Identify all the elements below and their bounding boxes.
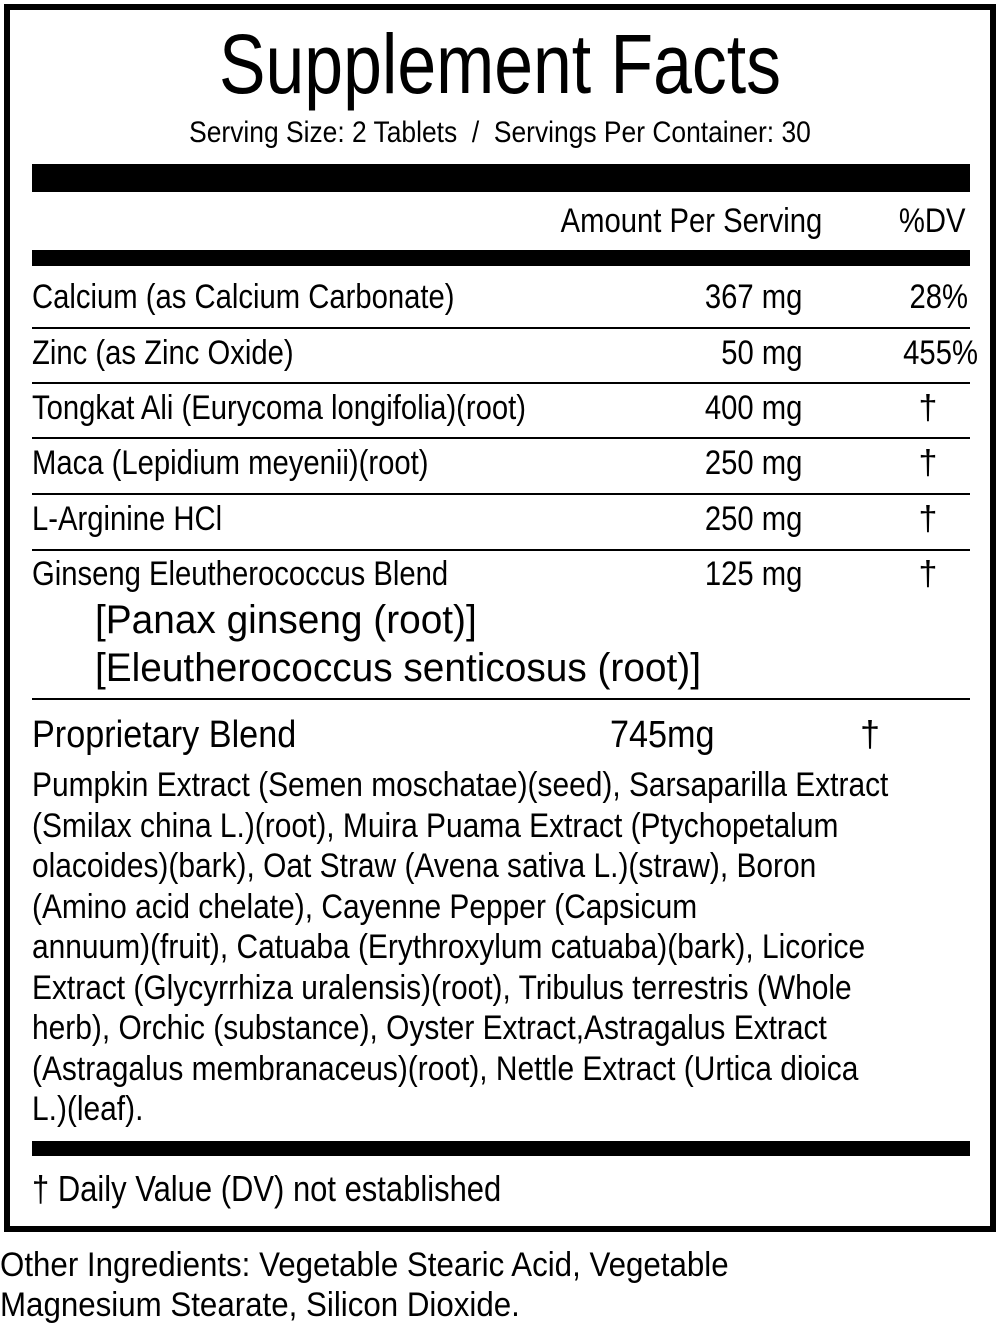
ingredient-amount: 250 mg	[704, 444, 802, 482]
blend-ingredients-line: herb), Orchic (substance), Oyster Extrac…	[32, 1009, 827, 1047]
ingredient-name: Zinc (as Zinc Oxide)	[32, 334, 294, 372]
blend-dv: †	[860, 713, 881, 754]
blend-ingredients-line: Pumpkin Extract (Semen moschatae)(seed),…	[32, 766, 889, 804]
blend-ingredients-line: L.)(leaf).	[32, 1090, 144, 1128]
blend-ingredients-line: olacoides)(bark), Oat Straw (Avena sativ…	[32, 847, 817, 885]
blend-name: Proprietary Blend	[32, 714, 297, 756]
bottom-divider	[32, 1141, 970, 1156]
blend-ingredients-line: Extract (Glycyrrhiza uralensis)(root), T…	[32, 968, 852, 1007]
panel-title: Supplement Facts	[219, 17, 781, 111]
other-ingredients-line: Other Ingredients: Vegetable Stearic Aci…	[0, 1246, 729, 1284]
ingredient-dv: †	[918, 500, 938, 538]
sub-ingredient: [Panax ginseng (root)]	[95, 598, 477, 642]
ingredient-dv: †	[918, 444, 938, 482]
ingredient-amount: 367 mg	[704, 278, 802, 316]
blend-ingredients-line: annuum)(fruit), Catuaba (Erythroxylum ca…	[32, 928, 866, 966]
row-divider	[32, 382, 970, 384]
serving-info: Serving Size: 2 Tablets / Servings Per C…	[189, 116, 811, 149]
dv-header: %DV	[898, 202, 965, 240]
ingredient-name: Ginseng Eleutherococcus Blend	[32, 555, 449, 593]
row-divider	[32, 437, 970, 439]
ingredient-amount: 50 mg	[720, 334, 802, 372]
amount-header: Amount Per Serving	[560, 202, 822, 240]
ingredient-dv: †	[918, 555, 938, 593]
thick-divider	[32, 164, 970, 192]
ingredient-amount: 125 mg	[704, 555, 802, 593]
row-divider	[32, 327, 970, 329]
row-divider	[32, 549, 970, 551]
ingredient-name: Calcium (as Calcium Carbonate)	[32, 278, 455, 316]
ingredient-amount: 250 mg	[704, 500, 802, 538]
ingredient-amount: 400 mg	[704, 389, 802, 427]
blend-ingredients-line: (Smilax china L.)(root), Muira Puama Ext…	[32, 806, 839, 845]
facts-panel	[4, 4, 996, 1232]
other-ingredients-line: Magnesium Stearate, Silicon Dioxide.	[0, 1286, 520, 1324]
blend-amount: 745mg	[610, 714, 715, 756]
ingredient-dv: †	[918, 389, 938, 427]
ingredient-dv: 455%	[903, 334, 978, 372]
ingredient-name: Tongkat Ali (Eurycoma longifolia)(root)	[32, 389, 527, 427]
blend-ingredients-line: (Amino acid chelate), Cayenne Pepper (Ca…	[32, 887, 698, 926]
ingredient-dv: 28%	[909, 278, 968, 316]
ingredient-name: L-Arginine HCl	[32, 500, 223, 538]
row-divider	[32, 493, 970, 495]
divider	[32, 250, 970, 266]
row-divider	[32, 698, 970, 700]
ingredient-name: Maca (Lepidium meyenii)(root)	[32, 444, 429, 482]
sub-ingredient: [Eleutherococcus senticosus (root)]	[95, 646, 701, 690]
blend-ingredients-line: (Astragalus membranaceus)(root), Nettle …	[32, 1049, 859, 1088]
footnote: † Daily Value (DV) not established	[32, 1168, 502, 1209]
